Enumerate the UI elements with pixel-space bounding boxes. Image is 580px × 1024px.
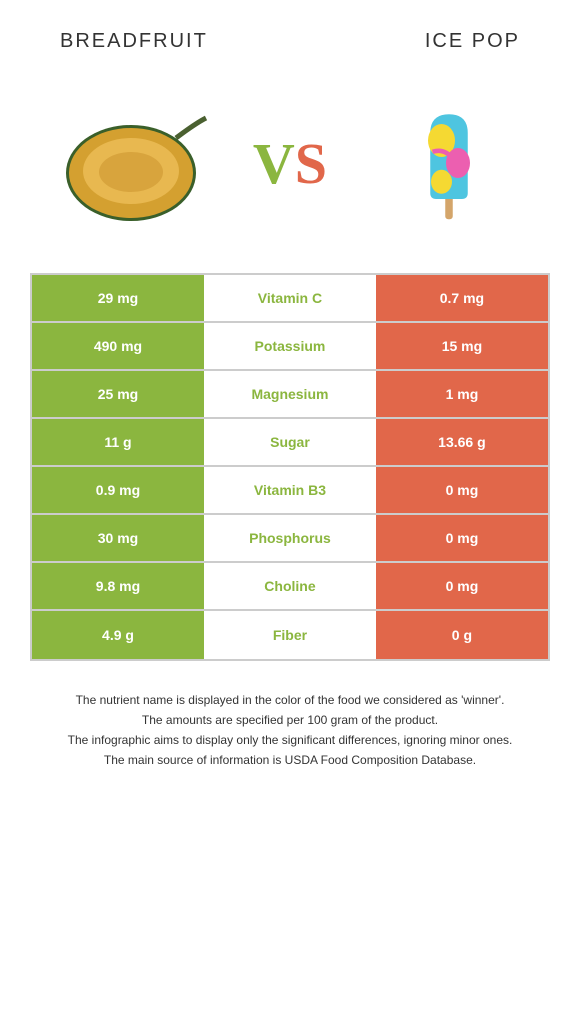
nutrient-label: Potassium (204, 323, 376, 369)
right-value: 13.66 g (376, 419, 548, 465)
right-value: 0 mg (376, 515, 548, 561)
table-row: 30 mgPhosphorus0 mg (32, 515, 548, 563)
table-row: 29 mgVitamin C0.7 mg (32, 275, 548, 323)
nutrient-label: Phosphorus (204, 515, 376, 561)
table-row: 25 mgMagnesium1 mg (32, 371, 548, 419)
nutrient-label: Magnesium (204, 371, 376, 417)
right-value: 15 mg (376, 323, 548, 369)
footer-line: The nutrient name is displayed in the co… (40, 691, 540, 709)
right-value: 0 mg (376, 563, 548, 609)
left-value: 29 mg (32, 275, 204, 321)
left-value: 4.9 g (32, 611, 204, 659)
left-value: 9.8 mg (32, 563, 204, 609)
table-row: 0.9 mgVitamin B30 mg (32, 467, 548, 515)
vs-row: VS (0, 73, 580, 273)
left-value: 0.9 mg (32, 467, 204, 513)
vs-label: VS (253, 130, 327, 197)
breadfruit-icon (51, 83, 211, 243)
right-value: 0.7 mg (376, 275, 548, 321)
right-value: 0 mg (376, 467, 548, 513)
table-row: 490 mgPotassium15 mg (32, 323, 548, 371)
footer-notes: The nutrient name is displayed in the co… (30, 661, 550, 801)
left-value: 11 g (32, 419, 204, 465)
right-value: 0 g (376, 611, 548, 659)
nutrient-label: Choline (204, 563, 376, 609)
vs-s: S (295, 131, 327, 196)
left-food-title: BREADFRUIT (60, 30, 208, 53)
right-food-title: ICE POP (425, 30, 520, 53)
table-row: 11 gSugar13.66 g (32, 419, 548, 467)
left-value: 25 mg (32, 371, 204, 417)
left-value: 490 mg (32, 323, 204, 369)
table-row: 9.8 mgCholine0 mg (32, 563, 548, 611)
comparison-table: 29 mgVitamin C0.7 mg490 mgPotassium15 mg… (30, 273, 550, 661)
nutrient-label: Vitamin C (204, 275, 376, 321)
footer-line: The amounts are specified per 100 gram o… (40, 711, 540, 729)
nutrient-label: Fiber (204, 611, 376, 659)
footer-line: The main source of information is USDA F… (40, 751, 540, 769)
footer-line: The infographic aims to display only the… (40, 731, 540, 749)
right-value: 1 mg (376, 371, 548, 417)
nutrient-label: Vitamin B3 (204, 467, 376, 513)
left-value: 30 mg (32, 515, 204, 561)
header: BREADFRUIT ICE POP (0, 0, 580, 73)
icepop-icon (369, 83, 529, 243)
nutrient-label: Sugar (204, 419, 376, 465)
vs-v: V (253, 131, 295, 196)
table-row: 4.9 gFiber0 g (32, 611, 548, 659)
